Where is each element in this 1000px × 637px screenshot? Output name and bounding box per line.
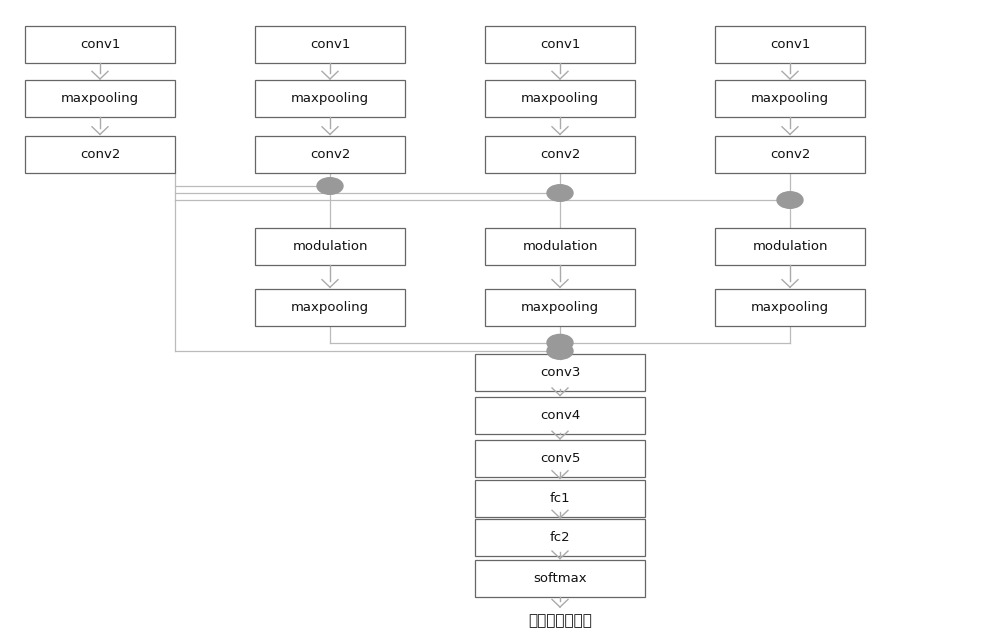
Text: maxpooling: maxpooling [291, 92, 369, 105]
FancyBboxPatch shape [475, 560, 645, 597]
FancyBboxPatch shape [475, 354, 645, 391]
FancyBboxPatch shape [25, 80, 175, 117]
FancyBboxPatch shape [485, 228, 635, 265]
Text: conv1: conv1 [80, 38, 120, 51]
FancyBboxPatch shape [485, 136, 635, 173]
Text: modulation: modulation [752, 240, 828, 253]
FancyBboxPatch shape [255, 228, 405, 265]
FancyBboxPatch shape [485, 80, 635, 117]
Text: softmax: softmax [533, 572, 587, 585]
FancyBboxPatch shape [715, 136, 865, 173]
Text: conv5: conv5 [540, 452, 580, 465]
Text: conv1: conv1 [310, 38, 350, 51]
Text: maxpooling: maxpooling [521, 301, 599, 313]
FancyBboxPatch shape [485, 289, 635, 326]
Text: conv2: conv2 [540, 148, 580, 161]
FancyBboxPatch shape [255, 289, 405, 326]
Text: maxpooling: maxpooling [751, 301, 829, 313]
Circle shape [547, 185, 573, 201]
Text: conv1: conv1 [540, 38, 580, 51]
Circle shape [547, 343, 573, 359]
Text: 细粒度图像类别: 细粒度图像类别 [528, 613, 592, 628]
Circle shape [777, 192, 803, 208]
FancyBboxPatch shape [475, 397, 645, 434]
FancyBboxPatch shape [255, 136, 405, 173]
FancyBboxPatch shape [25, 136, 175, 173]
FancyBboxPatch shape [475, 480, 645, 517]
FancyBboxPatch shape [25, 26, 175, 63]
Circle shape [317, 178, 343, 194]
Text: conv4: conv4 [540, 409, 580, 422]
Text: conv2: conv2 [310, 148, 350, 161]
FancyBboxPatch shape [715, 289, 865, 326]
Text: modulation: modulation [522, 240, 598, 253]
Circle shape [547, 334, 573, 351]
Text: conv2: conv2 [770, 148, 810, 161]
Text: modulation: modulation [292, 240, 368, 253]
Text: conv2: conv2 [80, 148, 120, 161]
Text: maxpooling: maxpooling [521, 92, 599, 105]
Text: maxpooling: maxpooling [61, 92, 139, 105]
Text: maxpooling: maxpooling [291, 301, 369, 313]
FancyBboxPatch shape [715, 26, 865, 63]
Text: conv1: conv1 [770, 38, 810, 51]
Text: fc2: fc2 [550, 531, 570, 544]
FancyBboxPatch shape [255, 80, 405, 117]
FancyBboxPatch shape [715, 228, 865, 265]
FancyBboxPatch shape [475, 519, 645, 556]
Text: fc1: fc1 [550, 492, 570, 505]
FancyBboxPatch shape [715, 80, 865, 117]
FancyBboxPatch shape [255, 26, 405, 63]
FancyBboxPatch shape [475, 440, 645, 477]
Text: conv3: conv3 [540, 366, 580, 379]
FancyBboxPatch shape [485, 26, 635, 63]
Text: maxpooling: maxpooling [751, 92, 829, 105]
